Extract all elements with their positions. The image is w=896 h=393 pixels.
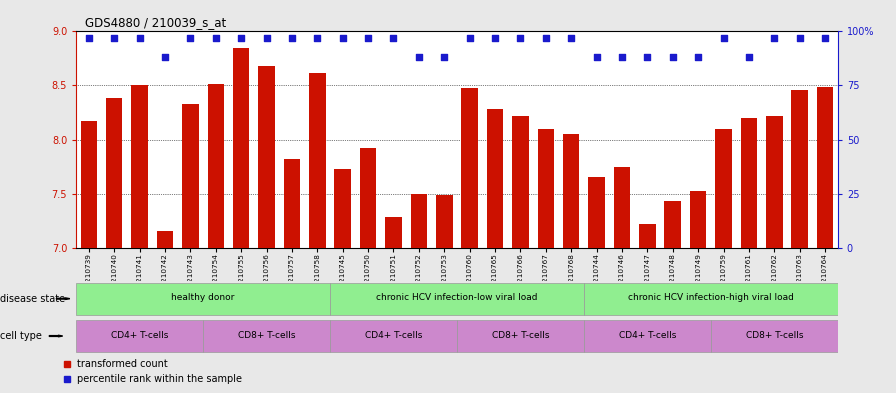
Text: healthy donor: healthy donor [171,294,235,303]
Bar [284,159,300,248]
Bar [817,86,833,248]
Bar [711,320,838,352]
Point [818,35,832,41]
Bar [360,148,376,248]
Text: CD4+ T-cells: CD4+ T-cells [365,331,422,340]
Bar [690,191,706,248]
Point [386,35,401,41]
Bar [81,121,97,248]
Point [615,54,629,61]
Bar [563,134,580,248]
Point [767,35,781,41]
Bar [538,129,554,248]
Point [234,35,248,41]
Point [590,54,604,61]
Bar [334,169,351,248]
Point [158,54,172,61]
Point [564,35,579,41]
Text: chronic HCV infection-high viral load: chronic HCV infection-high viral load [628,294,794,303]
Point [335,35,349,41]
Point [793,35,807,41]
Text: CD8+ T-cells: CD8+ T-cells [745,331,803,340]
Point [285,35,299,41]
Bar [639,224,656,248]
Point [310,35,324,41]
Text: GDS4880 / 210039_s_at: GDS4880 / 210039_s_at [85,16,227,29]
Point [691,54,705,61]
Bar [182,104,199,248]
Text: chronic HCV infection-low viral load: chronic HCV infection-low viral load [376,294,538,303]
Point [412,54,426,61]
Point [666,54,680,61]
Bar [233,48,249,248]
Bar [487,109,504,248]
Point [641,54,655,61]
Bar [584,320,711,352]
Bar [385,217,401,248]
Point [82,35,96,41]
Bar [157,231,173,248]
Bar [766,116,782,248]
Bar [614,167,630,248]
Bar [513,116,529,248]
Point [513,35,528,41]
Bar [589,177,605,248]
Bar [436,195,452,248]
Point [184,35,198,41]
Bar [665,201,681,248]
Bar [791,90,808,248]
Point [260,35,274,41]
Point [462,35,477,41]
Point [488,35,503,41]
Bar [76,283,330,314]
Point [717,35,731,41]
Bar [309,73,325,248]
Bar [330,320,457,352]
Text: CD8+ T-cells: CD8+ T-cells [492,331,549,340]
Bar [457,320,584,352]
Bar [330,283,584,314]
Point [133,35,147,41]
Bar [461,88,478,248]
Text: CD4+ T-cells: CD4+ T-cells [618,331,676,340]
Bar [132,86,148,248]
Bar [584,283,838,314]
Bar [410,194,427,248]
Text: cell type: cell type [0,331,42,341]
Bar [741,118,757,248]
Point [742,54,756,61]
Bar [715,129,732,248]
Text: disease state: disease state [0,294,65,304]
Point [108,35,122,41]
Bar [106,98,123,248]
Bar [208,84,224,248]
Text: CD8+ T-cells: CD8+ T-cells [237,331,296,340]
Point [437,54,452,61]
Point [209,35,223,41]
Legend: transformed count, percentile rank within the sample: transformed count, percentile rank withi… [58,356,246,388]
Bar [258,66,275,248]
Bar [203,320,330,352]
Point [361,35,375,41]
Text: CD4+ T-cells: CD4+ T-cells [111,331,168,340]
Bar [76,320,203,352]
Point [538,35,553,41]
